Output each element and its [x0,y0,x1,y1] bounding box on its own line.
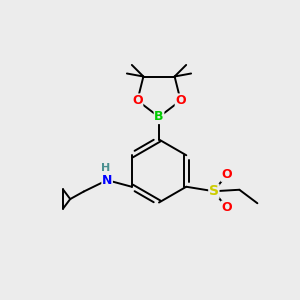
Text: N: N [102,174,112,187]
Text: O: O [221,201,232,214]
Text: O: O [132,94,143,107]
Text: O: O [221,168,232,181]
Text: S: S [209,184,219,198]
Text: O: O [175,94,186,107]
Text: H: H [101,163,110,172]
Text: B: B [154,110,164,124]
